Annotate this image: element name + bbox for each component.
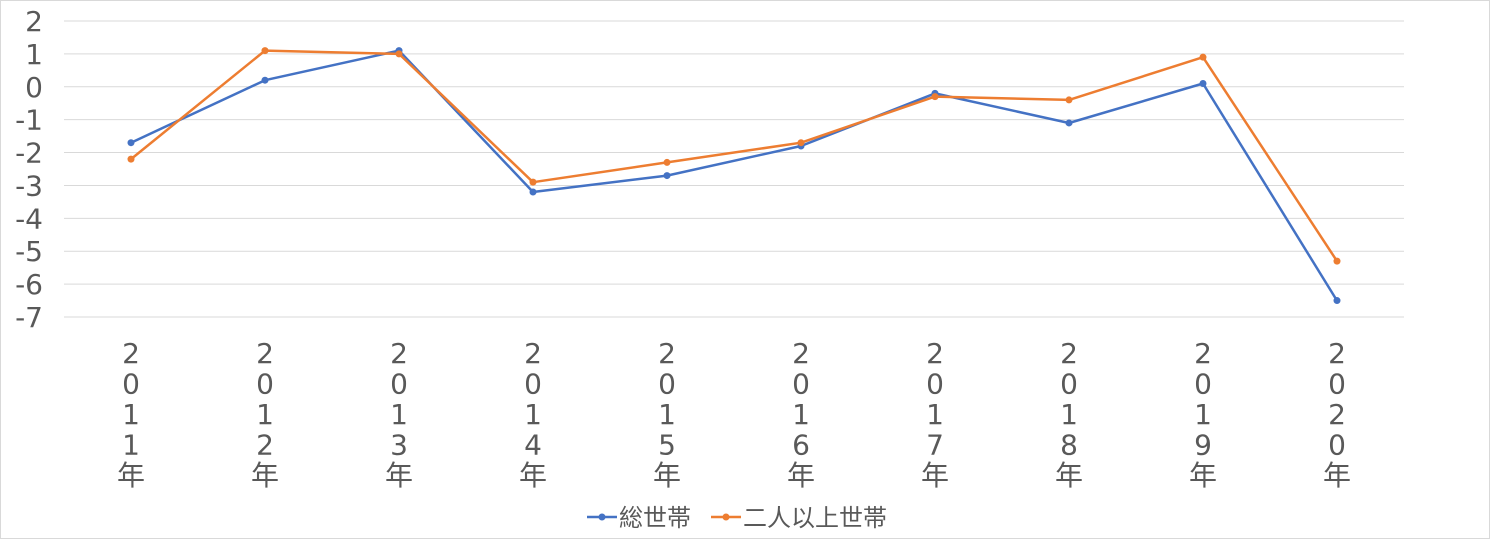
- series-line-2: [130, 49, 1339, 262]
- data-point: [529, 188, 537, 196]
- legend-marker: [598, 513, 606, 521]
- y-tick-label: -5: [15, 235, 43, 268]
- data-point: [529, 178, 537, 186]
- data-point: [663, 158, 671, 166]
- legend-marker: [722, 513, 730, 521]
- y-tick-label: -6: [15, 268, 43, 301]
- y-tick-label: -7: [15, 301, 43, 334]
- data-point: [1333, 257, 1341, 265]
- series-lines: [127, 47, 1341, 305]
- data-point: [931, 93, 939, 101]
- y-tick-label: 0: [25, 71, 43, 104]
- y-axis-tick-labels: 210-1-2-3-4-5-6-7: [15, 5, 43, 334]
- data-point: [127, 139, 135, 147]
- y-tick-label: 2: [25, 5, 43, 38]
- data-point: [1199, 53, 1207, 61]
- data-point: [261, 47, 269, 55]
- data-point: [663, 172, 671, 180]
- y-tick-label: -3: [15, 169, 43, 202]
- data-point: [1333, 297, 1341, 305]
- data-point: [1065, 119, 1073, 127]
- gridlines: [64, 20, 1404, 318]
- legend-label: 総世帯: [619, 504, 691, 532]
- y-tick-label: 1: [25, 38, 43, 71]
- data-point: [127, 155, 135, 163]
- y-tick-label: -4: [15, 202, 43, 235]
- data-point: [261, 76, 269, 84]
- data-point: [1199, 79, 1207, 87]
- x-axis-tick-labels: 2 0 1 1 年 2 0 1 2 年 2 0 1 3 年 2 0 1 4 年 2 0 1 5 年 2 0 1 6 年 2 0 1 7 年 2 0 1 8 年…: [117, 337, 1351, 492]
- data-point: [797, 139, 805, 147]
- series-line-1: [130, 49, 1339, 302]
- legend: 総世帯 二人以上世帯: [587, 504, 887, 532]
- data-point: [1065, 96, 1073, 104]
- y-tick-label: -2: [15, 137, 43, 170]
- legend-label: 二人以上世帯: [743, 504, 887, 532]
- y-tick-label: -1: [15, 104, 43, 137]
- data-point: [395, 50, 403, 58]
